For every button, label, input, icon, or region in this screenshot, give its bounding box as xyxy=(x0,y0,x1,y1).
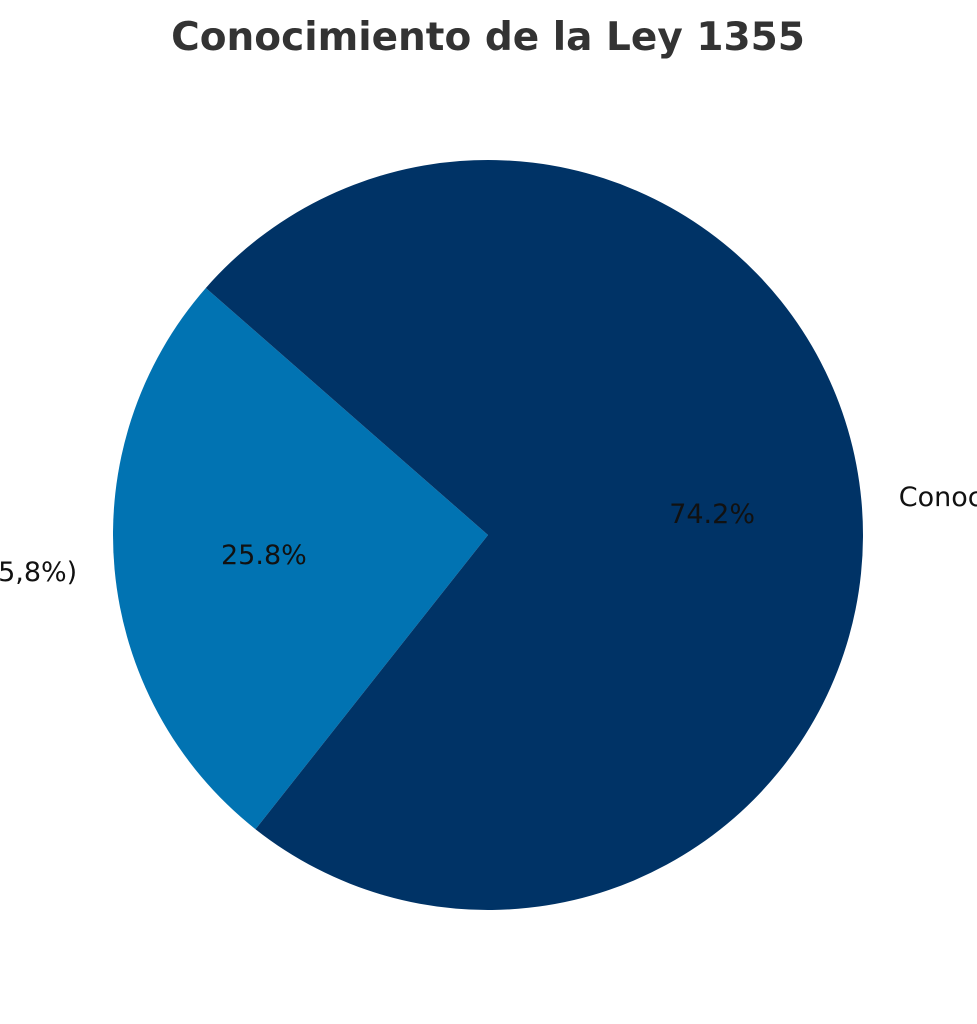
pct-label-0: 25.8% xyxy=(221,540,307,571)
pie-slice-1 xyxy=(205,159,863,910)
pie-slice-0 xyxy=(112,287,489,830)
pie-slices xyxy=(112,159,863,910)
pct-label-1: 74.2% xyxy=(669,499,755,530)
chart-title: Conocimiento de la Ley 1355 xyxy=(171,15,805,60)
pie-labels: 25.8% No la conoce (25,8%) 74.2% Conoce la … xyxy=(0,482,977,588)
slice-label-0: No la conoce (25,8%) xyxy=(0,557,77,588)
slice-label-1: Conoce la Ley (74,2%) xyxy=(899,482,977,513)
